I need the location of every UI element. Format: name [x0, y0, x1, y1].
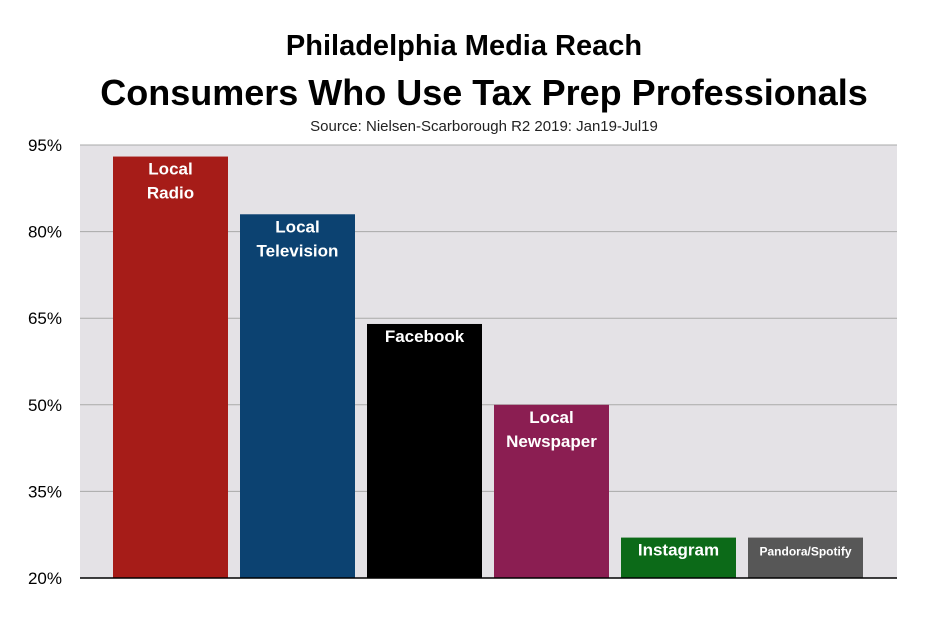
- bar-pandora-spotify: [748, 537, 863, 578]
- y-axis-ticks: 95% 80% 65% 50% 35% 20%: [28, 136, 62, 588]
- bar-label: Newspaper: [506, 432, 597, 451]
- y-tick-label: 50%: [28, 396, 62, 415]
- bar-instagram: [621, 537, 736, 578]
- bars: [113, 156, 863, 578]
- y-tick-label: 95%: [28, 136, 62, 155]
- y-tick-label: 35%: [28, 482, 62, 501]
- bar-facebook: [367, 323, 482, 578]
- bar-label: Local: [529, 408, 573, 427]
- bar-label: Facebook: [385, 327, 465, 346]
- y-tick-label: 20%: [28, 569, 62, 588]
- y-tick-label: 80%: [28, 223, 62, 242]
- chart-subtitle: Consumers Who Use Tax Prep Professionals: [100, 72, 868, 113]
- chart-source: Source: Nielsen-Scarborough R2 2019: Jan…: [310, 118, 658, 135]
- bar-local-radio: [113, 156, 228, 578]
- y-tick-label: 65%: [28, 309, 62, 328]
- bar-local-television: [240, 214, 355, 578]
- bar-label: Local: [148, 160, 192, 179]
- bar-labels: Local Radio Local Television Facebook Local Ne…: [147, 160, 852, 560]
- chart-title: Philadelphia Media Reach: [285, 30, 643, 62]
- bar-label: Local: [275, 217, 319, 236]
- bar-label: Pandora/Spotify: [759, 545, 851, 559]
- bar-label: Instagram: [638, 541, 719, 560]
- bar-local-newspaper: [494, 404, 609, 578]
- bar-label: Television: [257, 241, 339, 260]
- bar-label: Radio: [147, 184, 194, 203]
